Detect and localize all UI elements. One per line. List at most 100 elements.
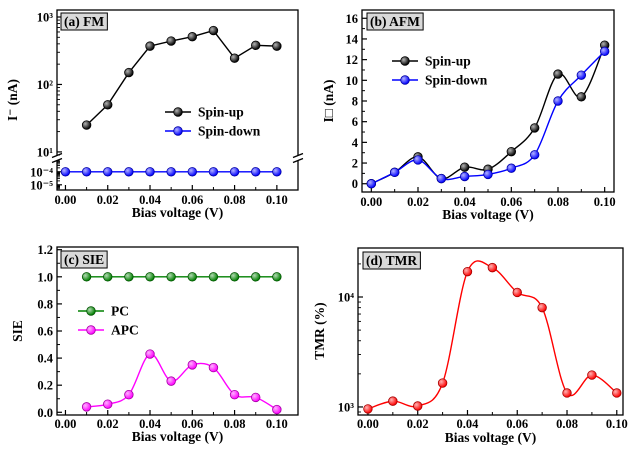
spin-up-point	[506, 146, 517, 157]
spin-down-point	[145, 167, 155, 177]
x-tick-label: 0.02	[97, 193, 119, 207]
spin-down-point	[459, 171, 470, 182]
legend-label-apc: APC	[111, 323, 139, 338]
legend-marker-spin-down	[173, 126, 183, 136]
spin-up-point	[166, 36, 176, 46]
panel-d: 0.00 0.02 0.04 0.06 0.08 0.10 10³ 10⁴ (d) TMR Bia…	[312, 247, 628, 445]
series-1-point	[487, 262, 498, 273]
legend-label-spin-up: Spin-up	[425, 54, 471, 69]
y-tick-label: 10³	[338, 400, 355, 414]
y-tick-label: 10⁴	[338, 290, 355, 304]
spin-down-point	[103, 167, 113, 177]
panel-title-box: (a) FM	[60, 12, 108, 31]
spin-down-point	[413, 155, 423, 165]
pc-point	[166, 272, 176, 282]
apc-point	[81, 402, 92, 412]
apc-point	[103, 399, 113, 409]
y-tick-label: 4	[352, 136, 359, 150]
x-tick-label: 0.00	[55, 193, 77, 207]
spin-down-point	[208, 167, 219, 177]
spin-down-point	[436, 173, 447, 184]
y-tick-label: 2	[352, 157, 358, 171]
legend-label-spin-down: Spin-down	[425, 73, 488, 88]
spin-down-point	[366, 179, 377, 189]
axis-break-mark	[292, 157, 304, 164]
y-tick-label: 10¹	[37, 145, 54, 159]
axis-break-mark	[51, 157, 63, 164]
apc-point	[145, 349, 155, 359]
x-tick-label: 0.00	[357, 417, 379, 431]
panel-title-background	[366, 12, 424, 31]
y-tick-label: 1.2	[37, 243, 53, 257]
panel-title: (b) AFM	[370, 14, 420, 29]
y-tick-label: 10	[346, 74, 359, 88]
x-tick-label: 0.04	[457, 417, 480, 431]
spin-down-point	[251, 167, 261, 177]
pc-point	[145, 272, 155, 282]
y-tick-label: 12	[346, 53, 359, 67]
pc-point	[251, 272, 261, 282]
x-tick-label: 0.08	[224, 417, 246, 431]
panel-title: (a) FM	[64, 14, 104, 29]
legend-marker-spin-up	[173, 107, 183, 117]
series-1-point	[437, 378, 448, 388]
pc-point	[187, 272, 198, 282]
series-1-point	[587, 370, 597, 380]
spin-down-point	[60, 167, 71, 177]
axis-break-mark	[292, 152, 304, 159]
y-tick-label: 0.0	[37, 406, 53, 420]
y-tick-label: 0.2	[37, 379, 53, 393]
y-tick-label: 0.6	[37, 325, 53, 339]
spin-up-point	[576, 92, 587, 102]
x-tick-label: 0.10	[594, 195, 616, 209]
apc-point	[208, 362, 219, 373]
panel-title: (c) SIE	[64, 252, 104, 267]
y-tick-label: 0.4	[37, 352, 53, 366]
panel-title-background	[362, 251, 421, 270]
legend-label-spin-up: Spin-up	[198, 105, 244, 120]
spin-up-point	[145, 41, 155, 51]
legend: Spin-up Spin-down	[165, 105, 261, 139]
x-tick-label: 0.00	[55, 417, 77, 431]
spin-down-point	[229, 167, 240, 177]
x-tick-label: 0.08	[547, 195, 569, 209]
y-axis-label: TMR (%)	[312, 302, 327, 359]
y-tick-label: 1.0	[37, 270, 53, 284]
panel-title-background	[60, 12, 108, 31]
series-1-point	[363, 404, 373, 414]
x-tick-label: 0.00	[360, 195, 382, 209]
legend-label-spin-down: Spin-down	[198, 124, 261, 139]
panel-title-box: (d) TMR	[362, 251, 421, 270]
spin-up-point	[187, 32, 198, 42]
panel-title-box: (b) AFM	[366, 12, 424, 31]
spin-up-point	[81, 120, 92, 130]
apc-point	[187, 360, 198, 370]
apc-point	[166, 376, 176, 386]
y-tick-label: 0	[352, 177, 358, 191]
apc-point	[229, 389, 240, 400]
legend: PC APC	[78, 304, 139, 338]
spin-down-point	[599, 46, 610, 57]
y-axis-label: I□ (nA)	[321, 79, 336, 122]
spin-up-point	[459, 162, 470, 172]
x-tick-label: 0.10	[266, 193, 288, 207]
panel-c: 0.00 0.02 0.04 0.06 0.08 0.10 0.0 0.2 0.4 0.6 0.8 1…	[10, 243, 299, 444]
spin-down-point	[529, 150, 540, 160]
spin-up-point	[208, 25, 219, 36]
x-tick-label: 0.10	[606, 417, 628, 431]
apc-point	[124, 389, 134, 400]
y-tick-label: 0.8	[37, 297, 53, 311]
x-tick-label: 0.06	[181, 417, 203, 431]
y-tick-label: 10³	[37, 11, 54, 25]
panel-title: (d) TMR	[366, 253, 417, 268]
series-1-point	[462, 266, 473, 277]
spin-up-point	[529, 123, 540, 133]
x-tick-label: 0.06	[181, 193, 203, 207]
x-tick-label: 0.02	[407, 195, 429, 209]
axis-break-gap-right	[293, 155, 303, 161]
x-tick-label: 0.08	[556, 417, 578, 431]
y-tick-label: 14	[346, 32, 359, 46]
x-axis-label: Bias voltage (V)	[445, 430, 537, 445]
